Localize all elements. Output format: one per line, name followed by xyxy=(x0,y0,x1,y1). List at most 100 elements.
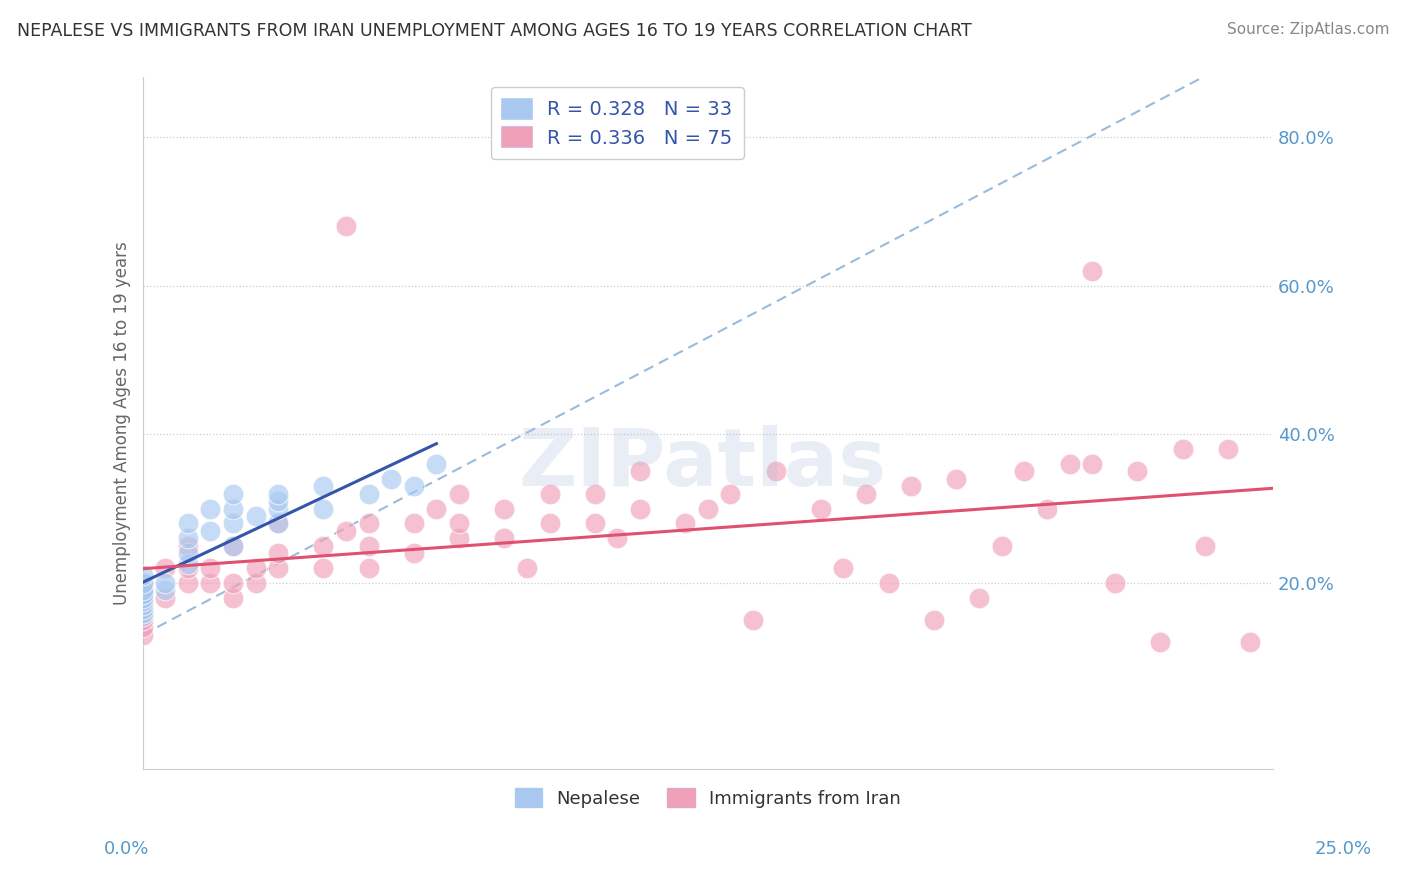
Point xyxy=(131,602,153,616)
Point xyxy=(877,575,900,590)
Point xyxy=(628,464,651,478)
Point xyxy=(245,575,267,590)
Point xyxy=(696,501,718,516)
Point xyxy=(810,501,832,516)
Point xyxy=(153,583,176,598)
Point xyxy=(673,516,696,531)
Point xyxy=(200,501,222,516)
Point xyxy=(402,516,425,531)
Point xyxy=(177,561,200,575)
Point xyxy=(855,486,877,500)
Point xyxy=(1104,575,1126,590)
Point xyxy=(1126,464,1149,478)
Point xyxy=(922,613,945,627)
Point xyxy=(131,583,153,598)
Point xyxy=(357,486,380,500)
Point xyxy=(583,486,606,500)
Point xyxy=(1036,501,1059,516)
Point xyxy=(131,583,153,598)
Point xyxy=(765,464,787,478)
Point xyxy=(425,457,447,471)
Point xyxy=(131,587,153,601)
Point xyxy=(1194,539,1216,553)
Point xyxy=(267,516,290,531)
Point xyxy=(131,602,153,616)
Point xyxy=(177,575,200,590)
Point xyxy=(538,486,561,500)
Text: Source: ZipAtlas.com: Source: ZipAtlas.com xyxy=(1226,22,1389,37)
Point xyxy=(1014,464,1036,478)
Point xyxy=(1081,263,1104,277)
Point xyxy=(335,524,357,538)
Point xyxy=(449,486,471,500)
Point xyxy=(402,479,425,493)
Point xyxy=(494,501,516,516)
Point xyxy=(177,558,200,572)
Point xyxy=(200,524,222,538)
Point xyxy=(628,501,651,516)
Point xyxy=(967,591,990,605)
Point xyxy=(222,575,245,590)
Point xyxy=(357,539,380,553)
Point xyxy=(1239,635,1261,649)
Point xyxy=(177,531,200,545)
Legend: Nepalese, Immigrants from Iran: Nepalese, Immigrants from Iran xyxy=(508,781,908,815)
Point xyxy=(131,620,153,634)
Point xyxy=(222,539,245,553)
Point xyxy=(583,516,606,531)
Point xyxy=(131,575,153,590)
Point xyxy=(335,219,357,233)
Point xyxy=(900,479,922,493)
Text: 25.0%: 25.0% xyxy=(1315,840,1371,858)
Point xyxy=(245,508,267,523)
Point xyxy=(131,568,153,582)
Point xyxy=(380,472,402,486)
Point xyxy=(153,591,176,605)
Point xyxy=(131,606,153,620)
Y-axis label: Unemployment Among Ages 16 to 19 years: Unemployment Among Ages 16 to 19 years xyxy=(114,241,131,605)
Point xyxy=(131,594,153,608)
Point xyxy=(357,561,380,575)
Point xyxy=(267,561,290,575)
Point xyxy=(832,561,855,575)
Point xyxy=(1171,442,1194,456)
Point xyxy=(131,594,153,608)
Point xyxy=(402,546,425,560)
Point xyxy=(200,561,222,575)
Point xyxy=(267,516,290,531)
Point xyxy=(131,575,153,590)
Point xyxy=(312,479,335,493)
Point xyxy=(131,606,153,620)
Point xyxy=(153,575,176,590)
Point xyxy=(312,561,335,575)
Point xyxy=(131,613,153,627)
Point xyxy=(222,501,245,516)
Point xyxy=(200,575,222,590)
Point xyxy=(222,486,245,500)
Text: 0.0%: 0.0% xyxy=(104,840,149,858)
Point xyxy=(1081,457,1104,471)
Point xyxy=(606,531,628,545)
Point xyxy=(516,561,538,575)
Text: ZIPatlas: ZIPatlas xyxy=(519,425,887,503)
Point xyxy=(494,531,516,545)
Text: NEPALESE VS IMMIGRANTS FROM IRAN UNEMPLOYMENT AMONG AGES 16 TO 19 YEARS CORRELAT: NEPALESE VS IMMIGRANTS FROM IRAN UNEMPLO… xyxy=(17,22,972,40)
Point xyxy=(222,591,245,605)
Point xyxy=(131,598,153,612)
Point xyxy=(990,539,1012,553)
Point xyxy=(742,613,765,627)
Point xyxy=(267,494,290,508)
Point xyxy=(177,546,200,560)
Point xyxy=(449,516,471,531)
Point xyxy=(177,516,200,531)
Point xyxy=(222,516,245,531)
Point xyxy=(538,516,561,531)
Point xyxy=(425,501,447,516)
Point xyxy=(267,546,290,560)
Point xyxy=(1216,442,1239,456)
Point xyxy=(267,501,290,516)
Point xyxy=(718,486,741,500)
Point xyxy=(357,516,380,531)
Point xyxy=(312,501,335,516)
Point xyxy=(945,472,967,486)
